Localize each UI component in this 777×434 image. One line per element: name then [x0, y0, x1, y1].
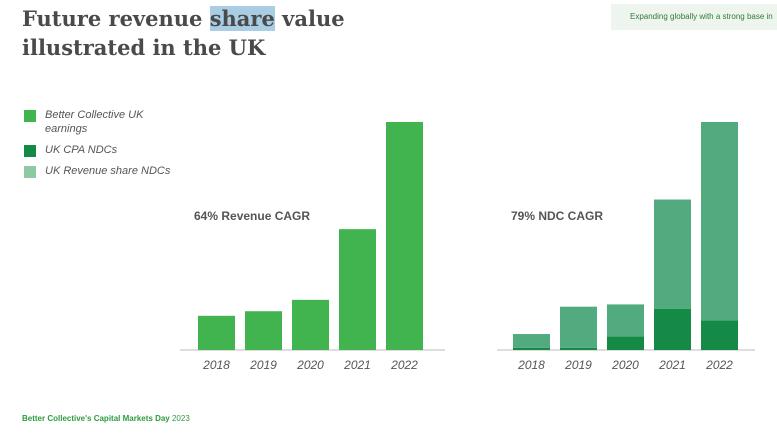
x-tick-label: 2018: [202, 358, 230, 372]
top-banner: Expanding globally with a strong base in: [611, 4, 777, 30]
legend-label: UK CPA NDCs: [45, 144, 118, 156]
bar-2022-s1: [701, 122, 738, 321]
x-tick-label: 2022: [390, 358, 418, 372]
bar-2020-s0: [292, 299, 329, 350]
highlighted-word: share: [209, 6, 275, 31]
x-tick-label: 2019: [564, 358, 592, 372]
bar-2019-s0: [245, 311, 282, 350]
bar-2019-s1: [560, 306, 597, 348]
bar-2019-s0: [560, 347, 597, 350]
legend-swatch-revenue-share-ndcs: [24, 166, 36, 178]
legend-swatch-cpa-ndcs: [24, 145, 36, 157]
bar-2018-s0: [513, 347, 550, 350]
revenue-cagr-label: 64% Revenue CAGR: [194, 209, 311, 223]
revenue-chart-svg: 2018 2019 2020 2021 2022: [180, 122, 445, 372]
x-tick-label: 2018: [517, 358, 545, 372]
page-title: Future revenue share value illustrated i…: [22, 6, 345, 60]
bar-2018-s0: [198, 315, 235, 350]
legend-item-uk-earnings: Better Collective UK earnings: [24, 108, 174, 136]
ndc-cagr-label: 79% NDC CAGR: [511, 209, 604, 223]
ndc-chart: 79% NDC CAGR 2018 2019 2020 2021 2022: [497, 0, 757, 380]
legend-item-cpa-ndcs: UK CPA NDCs: [24, 143, 174, 157]
legend-item-revenue-share-ndcs: UK Revenue share NDCs: [24, 164, 174, 178]
bar-2022-s0: [701, 320, 738, 350]
bar-2021-s1: [654, 199, 691, 309]
x-tick-label: 2020: [611, 358, 639, 372]
legend-swatch-uk-earnings: [24, 110, 36, 122]
ndc-chart-svg: 2018 2019 2020 2021 2022: [497, 122, 755, 372]
x-tick-label: 2019: [249, 358, 277, 372]
x-tick-label: 2022: [705, 358, 733, 372]
x-tick-label: 2021: [658, 358, 686, 372]
bar-2022-s0: [386, 122, 423, 350]
bar-2020-s0: [607, 336, 644, 350]
legend-label: UK Revenue share NDCs: [45, 165, 171, 177]
x-tick-label: 2020: [296, 358, 324, 372]
footer: Better Collective's Capital Markets Day …: [22, 414, 190, 423]
legend-label: Better Collective UK earnings: [45, 109, 144, 135]
bar-2018-s1: [513, 334, 550, 348]
x-tick-label: 2021: [343, 358, 371, 372]
revenue-chart: 64% Revenue CAGR 2018 2019 2020 2021 2022: [178, 0, 448, 380]
bar-2020-s1: [607, 304, 644, 337]
bar-2021-s0: [339, 229, 376, 350]
bar-2021-s0: [654, 308, 691, 350]
legend: Better Collective UK earnings UK CPA NDC…: [24, 108, 174, 185]
